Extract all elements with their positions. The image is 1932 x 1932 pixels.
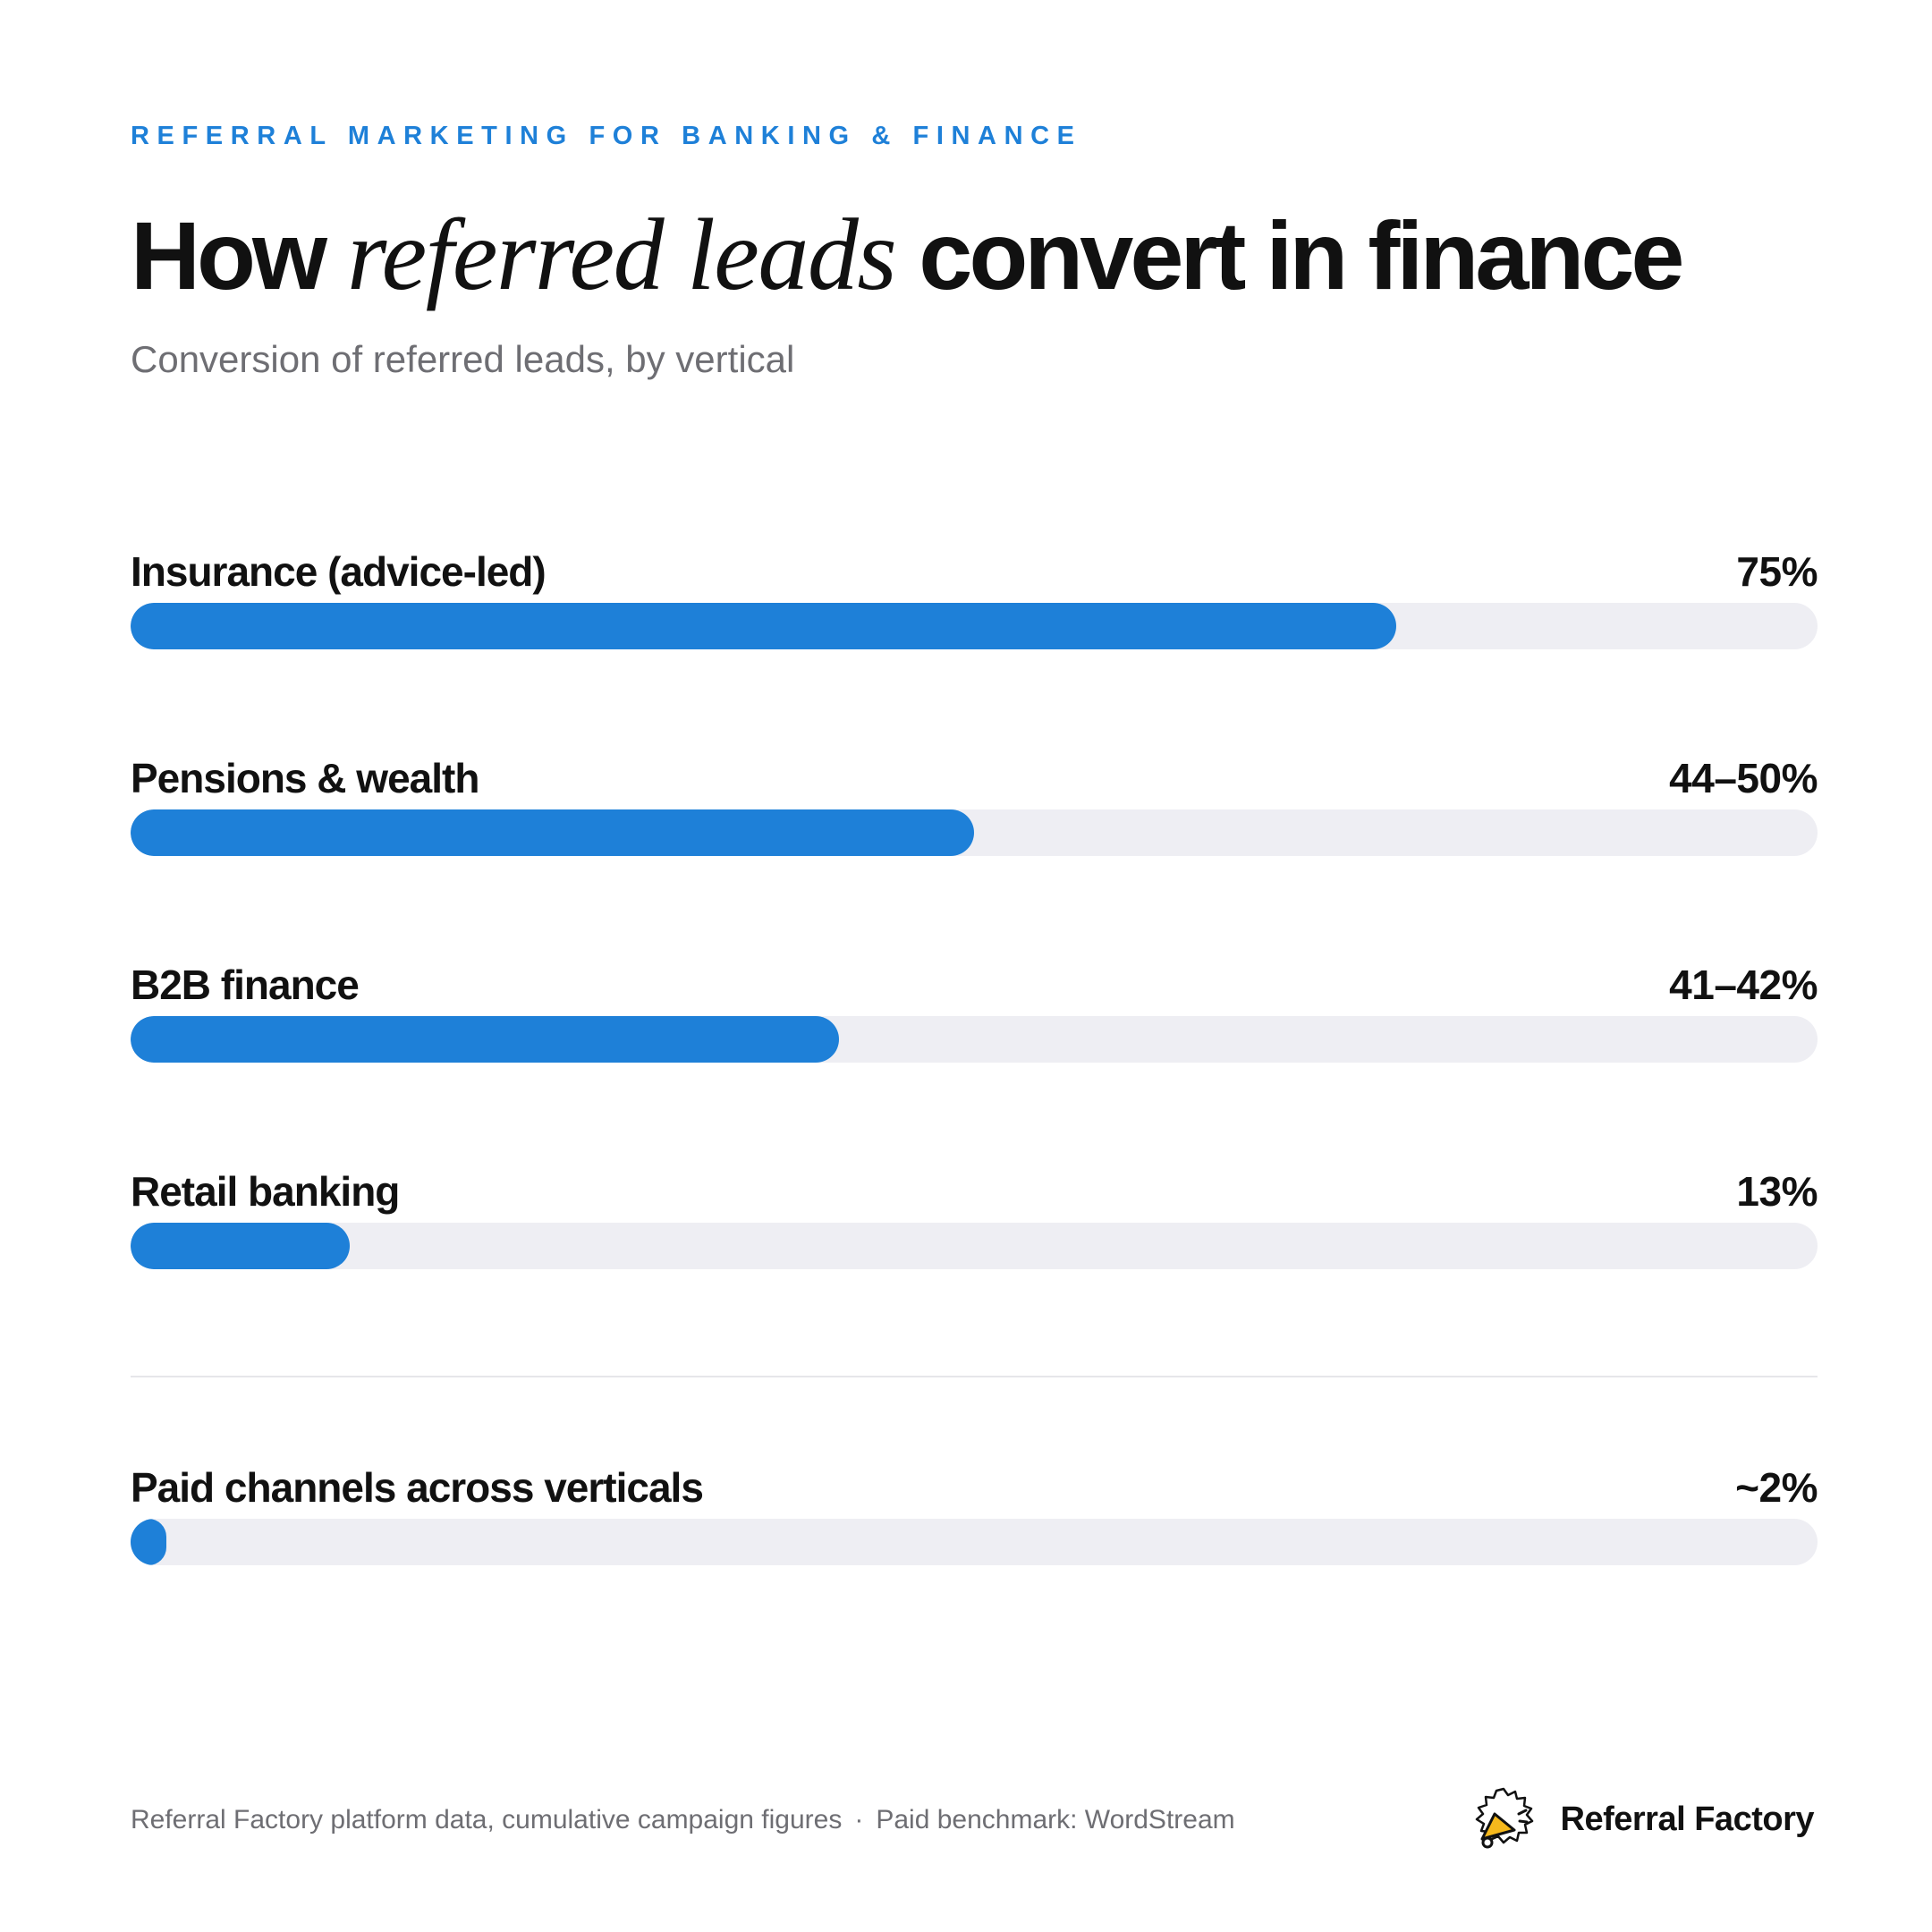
brand-name: Referral Factory (1560, 1800, 1815, 1838)
eyebrow: REFERRAL MARKETING FOR BANKING & FINANCE (131, 122, 1082, 150)
footnote: Referral Factory platform data, cumulati… (131, 1805, 1235, 1835)
separator-dot: · (854, 1805, 864, 1835)
bar-fill (131, 603, 1396, 649)
bar-value-label: 13% (1736, 1168, 1818, 1215)
bar-value-label: 75% (1736, 548, 1818, 595)
title-part-1: How (131, 201, 327, 309)
title-part-2: convert in finance (919, 201, 1684, 309)
bar-value-label: 41–42% (1669, 962, 1818, 1008)
bar-fill (131, 1223, 351, 1269)
bar-label: Insurance (advice-led) (131, 548, 547, 595)
bar-label: B2B finance (131, 962, 360, 1008)
bar-label: Retail banking (131, 1168, 400, 1215)
source-note: Referral Factory platform data, cumulati… (131, 1805, 843, 1835)
chart-title: How referred leads convert in finance (131, 198, 1685, 311)
megaphone-icon (1475, 1787, 1533, 1849)
brand: Referral Factory (1468, 1784, 1815, 1855)
divider (131, 1376, 1818, 1377)
bar-label: Pensions & wealth (131, 755, 479, 801)
bar-fill (131, 1519, 166, 1565)
bar-track (131, 1519, 1818, 1565)
bar-track (131, 603, 1818, 649)
bar-track (131, 809, 1818, 856)
bar-track (131, 1016, 1818, 1063)
bar-track (131, 1223, 1818, 1269)
chart-subtitle: Conversion of referred leads, by vertica… (131, 338, 795, 380)
bar-value-label: 44–50% (1669, 755, 1818, 801)
benchmark-note: Paid benchmark: WordStream (876, 1805, 1235, 1835)
bar-fill (131, 809, 974, 856)
bar-fill (131, 1016, 840, 1063)
bar-value-label: ~2% (1735, 1464, 1818, 1511)
title-italic: referred leads (347, 198, 897, 311)
bar-label: Paid channels across verticals (131, 1464, 704, 1511)
